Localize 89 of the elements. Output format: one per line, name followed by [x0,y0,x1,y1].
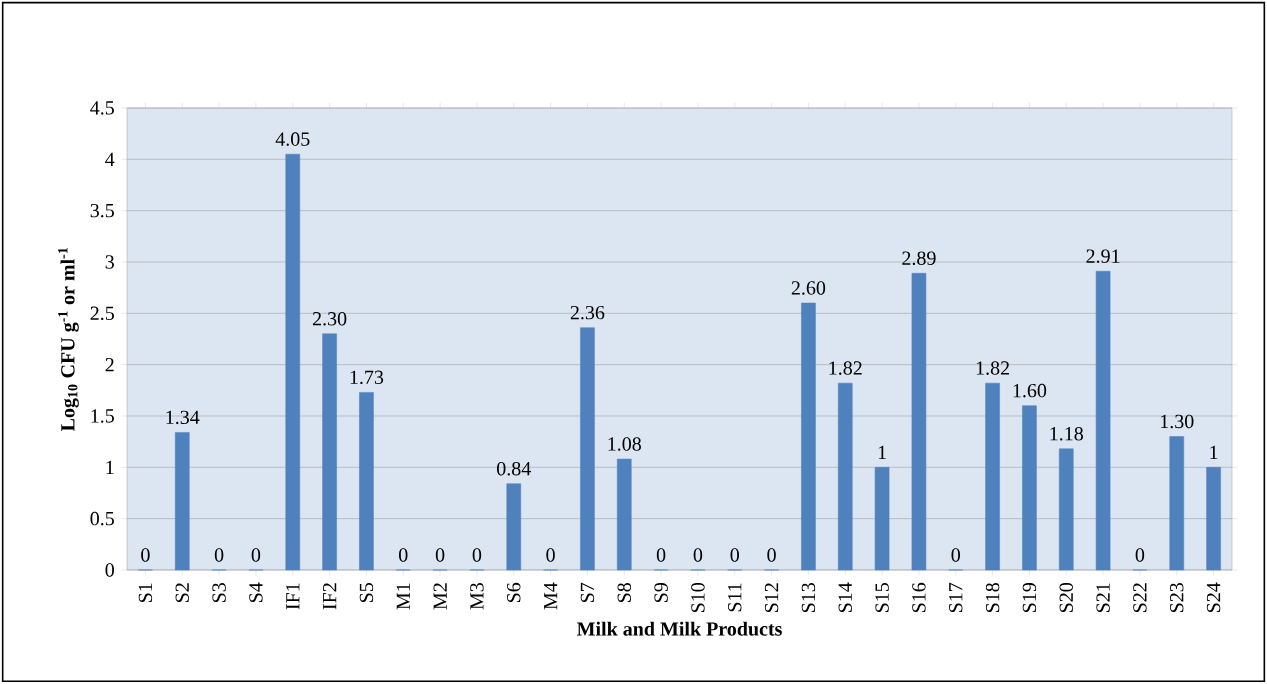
x-tick-label: IF2 [322,583,337,610]
data-label: 1 [1210,445,1218,460]
data-label: 1.82 [829,361,862,375]
data-label: 1.73 [350,370,384,385]
x-tick-label: S12 [764,583,779,613]
x-tick-label: S3 [212,583,226,603]
bar [837,382,853,571]
y-tick-label: 4.5 [90,101,114,115]
bar [322,333,337,571]
data-label: 0 [730,548,739,562]
bar [506,483,522,571]
data-label: 2.89 [902,251,936,266]
x-tick-label: S7 [580,582,595,603]
y-tick-label: 0 [105,563,114,577]
bar [1169,436,1185,571]
y-tick-label: 0.5 [90,511,114,526]
x-tick-label: S14 [838,582,852,613]
x-tick-label: S6 [507,582,521,603]
data-label: 0 [214,548,224,562]
data-label: 2.91 [1086,249,1120,263]
data-label: 2.30 [312,312,347,326]
x-tick-label: M3 [470,583,484,610]
data-label: 1.18 [1050,426,1083,441]
x-tick-label: S9 [654,583,668,603]
bar [1206,467,1221,571]
x-tick-label: S16 [912,582,926,613]
data-label: 0 [693,548,703,562]
x-tick-label: S13 [801,583,816,613]
data-label: 0 [141,548,150,562]
data-label: 1.82 [976,361,1009,375]
x-tick-label: S15 [875,583,889,613]
y-tick-label: 4 [105,152,115,166]
data-label: 0 [656,548,666,562]
bar [285,153,301,571]
bar [911,273,927,571]
data-label: 1.08 [608,437,641,451]
data-label: 1.60 [1013,383,1047,398]
x-tick-label: S8 [617,583,631,603]
bar [801,302,816,571]
x-tick-label: M4 [544,582,558,610]
x-tick-label: S22 [1133,583,1147,613]
x-tick-label: S11 [728,583,742,612]
data-label: 4.05 [275,132,310,146]
data-label: 0.84 [497,461,531,476]
bar [174,432,190,571]
bar [985,382,1000,571]
x-tick-label: S20 [1059,583,1073,613]
bar [1022,405,1037,571]
data-label: 0 [251,548,261,562]
x-tick-label: M2 [433,583,447,610]
x-tick-label: M1 [396,583,410,610]
x-tick-label: S21 [1096,583,1110,613]
y-tick-label: 2 [105,358,114,372]
data-label: 0 [546,548,555,562]
x-tick-label: S18 [985,583,1000,613]
data-label: 2.60 [791,281,826,295]
data-label: 1 [878,445,886,460]
y-tick-label: 1 [106,460,114,474]
x-tick-label: S19 [1022,583,1037,613]
bar [1058,448,1074,571]
data-label: 0 [767,548,776,562]
y-axis-title: Log$_{10}$ CFU g$^{-1}$ or ml$^{-1}$ [58,247,79,432]
data-label: 0 [1135,548,1145,562]
data-label: 1.34 [166,410,200,425]
data-label: 1.30 [1161,414,1194,429]
x-tick-label: S24 [1206,582,1221,613]
bar [616,458,632,571]
data-label: 2.36 [570,305,605,320]
bar [580,327,595,571]
x-tick-label: S1 [138,583,153,603]
y-tick-label: 1.5 [91,409,114,423]
y-tick-label: 3.5 [90,203,114,218]
data-label: 0 [399,548,408,562]
data-label: 0 [472,548,482,562]
bar [874,467,890,571]
bar [1095,270,1111,571]
x-tick-label: IF1 [286,583,300,610]
x-tick-label: S2 [175,583,189,603]
x-tick-label: S5 [359,583,374,603]
x-tick-label: S4 [249,582,263,603]
x-tick-label: S17 [949,582,963,613]
x-axis-title: Milk and Milk Products [576,621,782,636]
bar [359,392,374,571]
x-tick-label: S23 [1170,583,1184,613]
data-label: 0 [435,548,445,562]
data-label: 0 [951,548,960,562]
y-tick-label: 2.5 [90,306,114,321]
x-tick-label: S10 [691,583,705,613]
y-tick-label: 3 [105,255,114,269]
